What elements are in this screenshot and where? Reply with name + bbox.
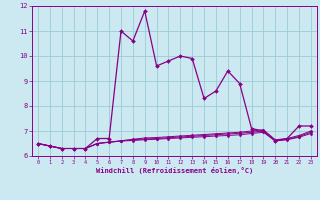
X-axis label: Windchill (Refroidissement éolien,°C): Windchill (Refroidissement éolien,°C) <box>96 167 253 174</box>
